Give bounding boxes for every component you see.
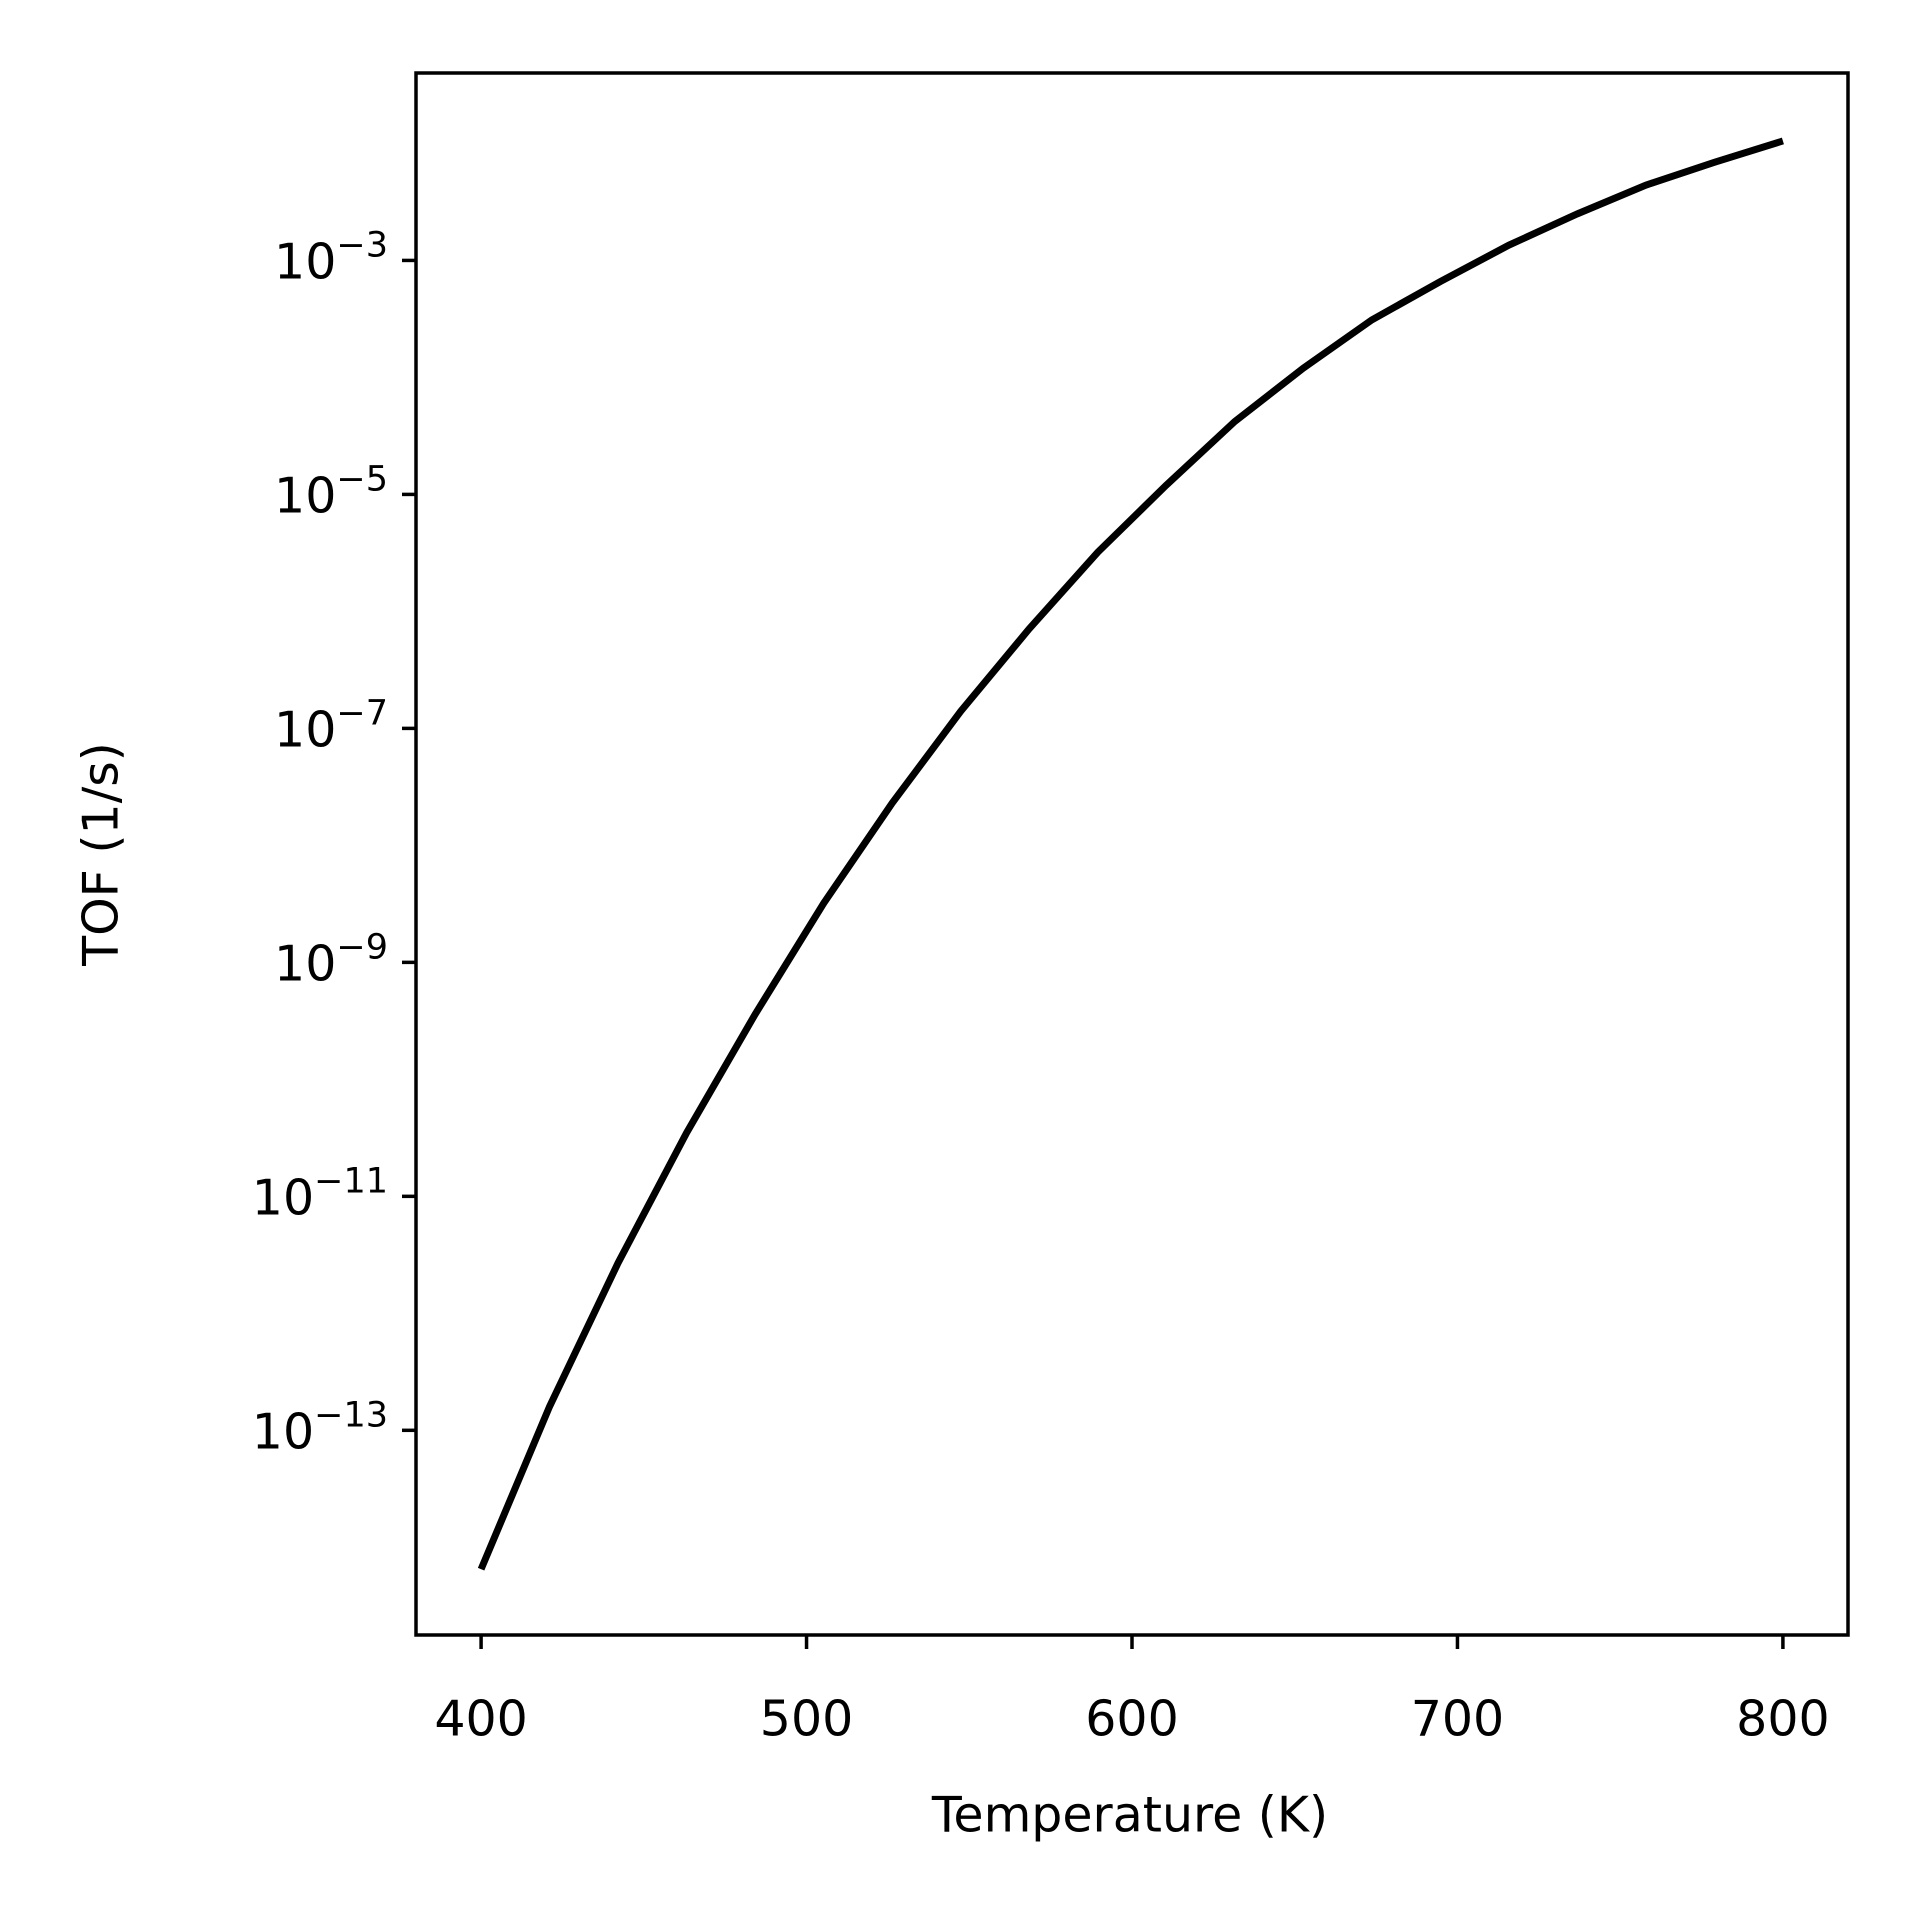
y-tick-label: 10−13 xyxy=(252,1395,388,1460)
plot-frame xyxy=(414,71,1850,1637)
x-tick-label: 600 xyxy=(1085,1691,1179,1748)
x-tick-label: 400 xyxy=(434,1691,528,1748)
y-tick-label: 10−7 xyxy=(274,693,388,758)
x-tick-label: 500 xyxy=(760,1691,854,1748)
y-tick-label: 10−3 xyxy=(274,225,388,290)
x-axis-label: Temperature (K) xyxy=(931,1787,1328,1844)
x-tick-label: 800 xyxy=(1736,1691,1830,1748)
y-tick-label: 10−9 xyxy=(274,927,388,992)
y-tick-label: 10−11 xyxy=(252,1161,388,1226)
data-line xyxy=(477,137,1784,1571)
y-axis-label: TOF (1/s) xyxy=(73,742,130,967)
y-tick-label: 10−5 xyxy=(274,459,388,524)
x-tick-label: 700 xyxy=(1411,1691,1505,1748)
